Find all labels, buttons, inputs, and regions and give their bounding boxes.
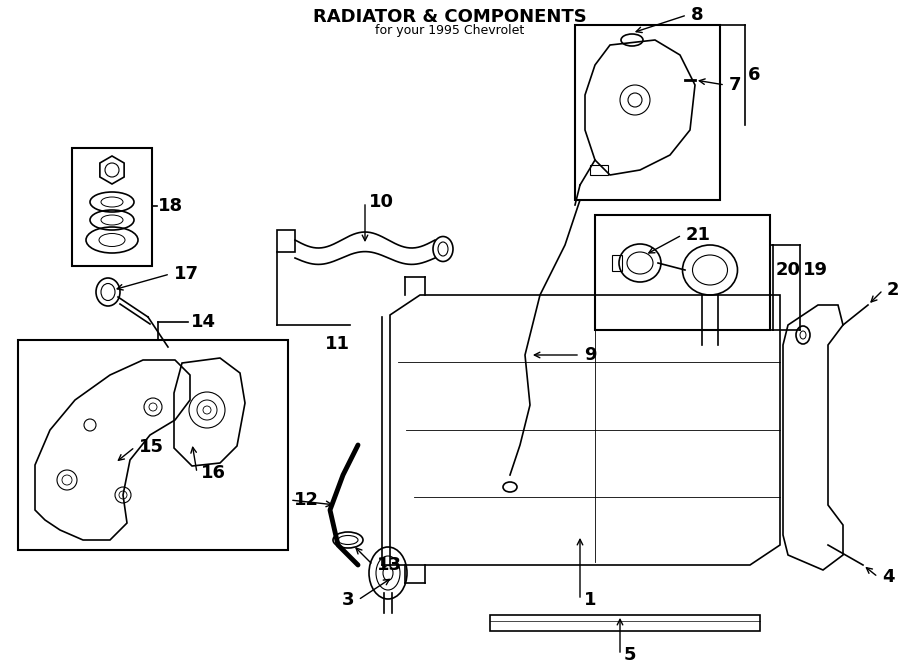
Text: 7: 7 (729, 76, 742, 94)
Text: 5: 5 (624, 646, 636, 661)
Text: 1: 1 (584, 591, 597, 609)
Text: 9: 9 (584, 346, 597, 364)
Bar (72, 148, 152, 266)
Text: 8: 8 (691, 6, 704, 24)
Text: 6: 6 (748, 66, 760, 84)
Text: 4: 4 (882, 568, 895, 586)
Text: 13: 13 (377, 556, 402, 574)
Text: 2: 2 (887, 281, 899, 299)
Text: 3: 3 (341, 591, 354, 609)
Text: 10: 10 (369, 193, 394, 211)
Bar (612, 255, 622, 271)
Bar (575, 25, 720, 200)
Text: for your 1995 Chevrolet: for your 1995 Chevrolet (375, 24, 525, 37)
Text: 14: 14 (191, 313, 216, 331)
Bar (490, 615, 760, 631)
Bar (590, 165, 608, 175)
Text: 11: 11 (325, 335, 350, 353)
Text: RADIATOR & COMPONENTS: RADIATOR & COMPONENTS (313, 8, 587, 26)
Bar (277, 230, 295, 252)
Bar (18, 340, 288, 550)
Text: 15: 15 (139, 438, 164, 456)
Text: 16: 16 (201, 464, 226, 482)
Text: 12: 12 (294, 491, 319, 509)
Text: 20: 20 (776, 261, 801, 279)
Text: 17: 17 (174, 265, 199, 283)
Text: 21: 21 (686, 226, 711, 244)
Bar (595, 215, 770, 330)
Text: 19: 19 (803, 261, 828, 279)
Text: 18: 18 (158, 197, 183, 215)
